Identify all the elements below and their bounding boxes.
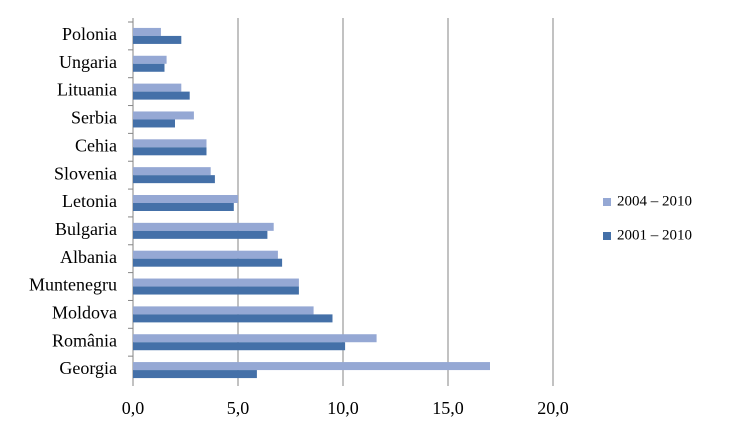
bar [133, 278, 299, 287]
bar [133, 111, 194, 120]
x-tick-label: 15,0 [432, 398, 464, 418]
bar [133, 175, 215, 184]
bar [133, 63, 165, 72]
y-tick-label: Cehia [75, 135, 117, 155]
bar [133, 334, 377, 343]
x-tick-label: 10,0 [327, 398, 359, 418]
legend-swatch [603, 232, 611, 240]
y-tick-label: Serbia [71, 108, 117, 128]
y-tick-label: Letonia [62, 191, 117, 211]
legend-label: 2004 – 2010 [617, 193, 692, 209]
bar [133, 139, 207, 148]
bar [133, 91, 190, 100]
legend-label: 2001 – 2010 [617, 227, 692, 243]
y-tick-label: Albania [60, 247, 117, 267]
bar [133, 370, 257, 379]
bar [133, 306, 314, 315]
x-tick-label: 20,0 [537, 398, 569, 418]
bar [133, 314, 333, 323]
bar [133, 27, 161, 36]
bar [133, 195, 238, 203]
bar [133, 119, 175, 128]
y-tick-label: Lituania [57, 80, 117, 100]
bar [133, 167, 211, 176]
bar [133, 55, 167, 64]
bar [133, 342, 346, 351]
bar [133, 286, 299, 295]
bar [133, 230, 268, 239]
bar [133, 222, 274, 231]
x-tick-label: 0,0 [122, 398, 145, 418]
y-tick-label: Slovenia [54, 163, 117, 183]
bar [133, 250, 278, 259]
y-tick-label: Polonia [62, 24, 117, 44]
y-tick-label: Ungaria [59, 52, 117, 72]
bar [133, 35, 182, 44]
legend-swatch [603, 198, 611, 206]
bar [133, 147, 207, 156]
y-tick-label: Moldova [52, 303, 117, 323]
bar [133, 362, 490, 371]
y-tick-label: România [52, 330, 117, 350]
y-tick-label: Muntenegru [29, 275, 117, 295]
bar [133, 83, 182, 92]
bar [133, 203, 234, 211]
x-tick-label: 5,0 [227, 398, 250, 418]
bar [133, 258, 283, 267]
y-tick-label: Bulgaria [55, 219, 117, 239]
y-tick-label: Georgia [59, 358, 117, 378]
